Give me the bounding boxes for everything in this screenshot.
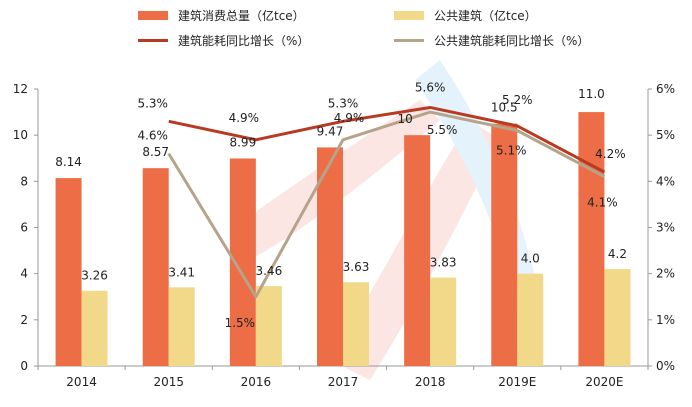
data-label-public-2019E: 4.0 [521,252,540,266]
data-label-public-growth-2015: 4.6% [137,129,168,143]
bar-public-2014 [81,290,108,366]
data-label-total-2019E: 10.5 [491,101,518,115]
legend-swatch-building-growth [138,39,168,42]
data-label-building-growth-2019E: 5.2% [502,93,533,107]
y-left-tick-label: 12 [13,82,28,96]
data-label-building-growth-2016: 4.9% [229,111,260,125]
x-tick-label: 2014 [66,375,97,389]
data-label-public-growth-2019E: 5.1% [496,144,527,158]
data-label-public-growth-2020E: 4.1% [587,196,618,210]
data-label-public-2017: 3.63 [343,260,370,274]
line-building-growth [168,105,606,174]
legend-swatch-total-consumption [138,11,168,20]
data-label-building-growth-2020E: 4.2% [595,147,626,161]
y-right-tick-label: 0% [656,359,675,373]
bar-public-2019E [517,273,544,366]
bar-public-2020E [604,269,631,366]
data-label-public-growth-2017: 4.9% [334,111,365,125]
data-label-total-2020E: 11.0 [578,87,605,101]
bar-total-2015 [142,168,169,366]
data-label-public-2015: 3.41 [168,265,195,279]
bar-public-2015 [168,287,195,366]
bar-total-2019E [491,123,518,366]
data-label-public-2014: 3.26 [81,269,108,283]
x-tick-label: 2015 [153,375,184,389]
legend: 建筑消费总量（亿tce） 公共建筑（亿tce） 建筑能耗同比增长（%） 公共建筑… [0,0,692,60]
y-left-tick-label: 10 [13,128,28,142]
bar-total-2020E [578,112,605,366]
data-label-total-2015: 8.57 [142,145,169,159]
bar-public-2018 [430,277,457,366]
bar-total-2017 [317,147,343,366]
line-public-growth [167,110,606,299]
x-tick-label: 2019E [498,375,536,389]
bar-total-2014 [55,178,82,366]
data-label-total-2016: 8.99 [229,135,256,149]
y-left-tick-label: 8 [20,174,28,188]
data-label-public-2018: 3.83 [430,256,457,270]
y-left-tick-label: 4 [20,267,28,281]
bar-public-2017 [343,282,369,366]
y-right-tick-label: 2% [656,267,675,281]
legend-label-building-growth: 建筑能耗同比增长（%） [178,34,310,48]
y-right-tick-label: 1% [656,313,675,327]
data-label-public-2016: 3.46 [255,264,282,278]
x-tick-label: 2017 [328,375,359,389]
data-label-building-growth-2017: 5.3% [328,96,359,110]
legend-item-public-building: 公共建筑（亿tce） [394,7,537,24]
x-tick-label: 2020E [585,375,623,389]
legend-item-building-growth: 建筑能耗同比增长（%） [138,32,309,49]
x-tick-label: 2018 [415,375,446,389]
data-label-total-2017: 9.47 [317,124,344,138]
legend-label-public-growth: 公共建筑能耗同比增长（%） [434,34,590,48]
legend-label-total-consumption: 建筑消费总量（亿tce） [178,9,305,23]
legend-label-public-building: 公共建筑（亿tce） [434,9,537,23]
y-left-tick-label: 0 [20,359,28,373]
y-left-tick-label: 2 [20,313,28,327]
x-tick-label: 2016 [241,375,272,389]
data-label-public-growth-2016: 1.5% [225,316,256,330]
data-label-public-2020E: 4.2 [608,247,627,261]
data-label-building-growth-2015: 5.3% [137,96,168,110]
y-right-tick-label: 6% [656,82,675,96]
legend-swatch-public-building [394,11,424,20]
bar-public-2016 [255,286,282,366]
legend-item-total-consumption: 建筑消费总量（亿tce） [138,7,305,24]
data-label-total-2014: 8.14 [55,155,82,169]
y-right-tick-label: 3% [656,221,675,235]
data-label-building-growth-2018: 5.6% [415,80,446,94]
data-label-total-2018: 10 [398,112,413,126]
y-left-tick-label: 6 [20,221,28,235]
data-label-public-growth-2018: 5.5% [427,123,458,137]
legend-swatch-public-growth [394,39,424,42]
bar-total-2018 [404,135,431,366]
y-right-tick-label: 4% [656,174,675,188]
y-right-tick-label: 5% [656,128,675,142]
legend-item-public-growth: 公共建筑能耗同比增长（%） [394,32,589,49]
